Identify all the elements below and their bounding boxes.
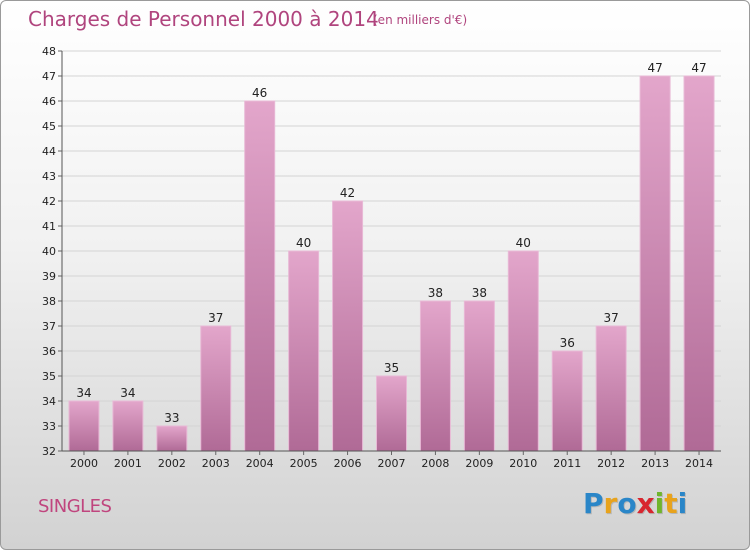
- bar-2011: [551, 350, 583, 452]
- x-tick-label: 2005: [290, 457, 318, 470]
- bar-2005: [288, 250, 320, 452]
- bar-2014: [683, 75, 715, 452]
- x-tick-label: 2004: [246, 457, 274, 470]
- data-label: 35: [384, 361, 399, 375]
- x-tick-label: 2014: [685, 457, 713, 470]
- x-tick-label: 2002: [158, 457, 186, 470]
- y-tick-label: 33: [42, 420, 56, 433]
- data-label: 40: [516, 236, 531, 250]
- x-tick-label: 2000: [70, 457, 98, 470]
- logo-letter: o: [617, 487, 637, 520]
- y-tick-label: 43: [42, 170, 56, 183]
- y-tick-label: 32: [42, 445, 56, 458]
- logo-letter: t: [664, 487, 678, 520]
- x-tick-label: 2003: [202, 457, 230, 470]
- bar-2002: [156, 425, 188, 452]
- bar-2013: [639, 75, 671, 452]
- bar-2004: [244, 100, 276, 452]
- chart-subtitle: (en milliers d'€): [373, 13, 468, 27]
- bar-2008: [419, 300, 451, 452]
- x-tick-label: 2011: [553, 457, 581, 470]
- data-label: 47: [647, 61, 662, 75]
- y-tick-label: 37: [42, 320, 56, 333]
- bar-2000: [68, 400, 100, 452]
- y-tick-label: 47: [42, 70, 56, 83]
- bar-2003: [200, 325, 232, 452]
- logo-letter: P: [583, 487, 604, 520]
- logo-letter: x: [636, 487, 655, 520]
- x-tick-label: 2010: [509, 457, 537, 470]
- data-label: 34: [120, 386, 135, 400]
- data-label: 34: [76, 386, 91, 400]
- x-tick-label: 2006: [334, 457, 362, 470]
- y-tick-label: 39: [42, 270, 56, 283]
- category-label: SINGLES: [38, 496, 112, 517]
- bar-2012: [595, 325, 627, 452]
- y-tick-label: 38: [42, 295, 56, 308]
- chart-title: Charges de Personnel 2000 à 2014: [28, 7, 379, 31]
- data-label: 33: [164, 411, 179, 425]
- bar-2007: [376, 375, 407, 452]
- y-tick-label: 41: [42, 220, 56, 233]
- y-tick-label: 36: [42, 345, 56, 358]
- data-label: 38: [428, 286, 443, 300]
- y-tick-label: 46: [42, 95, 56, 108]
- x-tick-label: 2008: [421, 457, 449, 470]
- data-label: 36: [560, 336, 575, 350]
- x-tick-label: 2009: [465, 457, 493, 470]
- y-tick-label: 35: [42, 370, 56, 383]
- logo-letter: i: [654, 487, 665, 520]
- labels: 32 33 34 35 36 37 38 39 40 41 42 43 44 45 46 47 48 34 2000…: [42, 45, 713, 470]
- y-tick-label: 48: [42, 45, 56, 58]
- x-tick-label: 2007: [378, 457, 406, 470]
- y-tick-label: 34: [42, 395, 56, 408]
- axes: [58, 50, 721, 455]
- data-label: 37: [208, 311, 223, 325]
- bar-2010: [507, 250, 539, 452]
- data-label: 40: [296, 236, 311, 250]
- y-tick-label: 44: [42, 145, 56, 158]
- logo-letter: i: [677, 487, 688, 520]
- y-tick-label: 40: [42, 245, 56, 258]
- data-label: 38: [472, 286, 487, 300]
- data-label: 37: [604, 311, 619, 325]
- data-label: 42: [340, 186, 355, 200]
- logo-letter: r: [603, 487, 618, 520]
- bar-2001: [112, 400, 144, 452]
- x-tick-label: 2013: [641, 457, 669, 470]
- bar-2009: [463, 300, 495, 452]
- x-tick-label: 2001: [114, 457, 142, 470]
- bars: [68, 75, 715, 452]
- data-label: 46: [252, 86, 267, 100]
- x-tick-label: 2012: [597, 457, 625, 470]
- y-tick-label: 42: [42, 195, 56, 208]
- proxiti-logo: Proxiti: [583, 487, 687, 520]
- data-label: 47: [691, 61, 706, 75]
- y-tick-label: 45: [42, 120, 56, 133]
- bar-2006: [332, 200, 364, 452]
